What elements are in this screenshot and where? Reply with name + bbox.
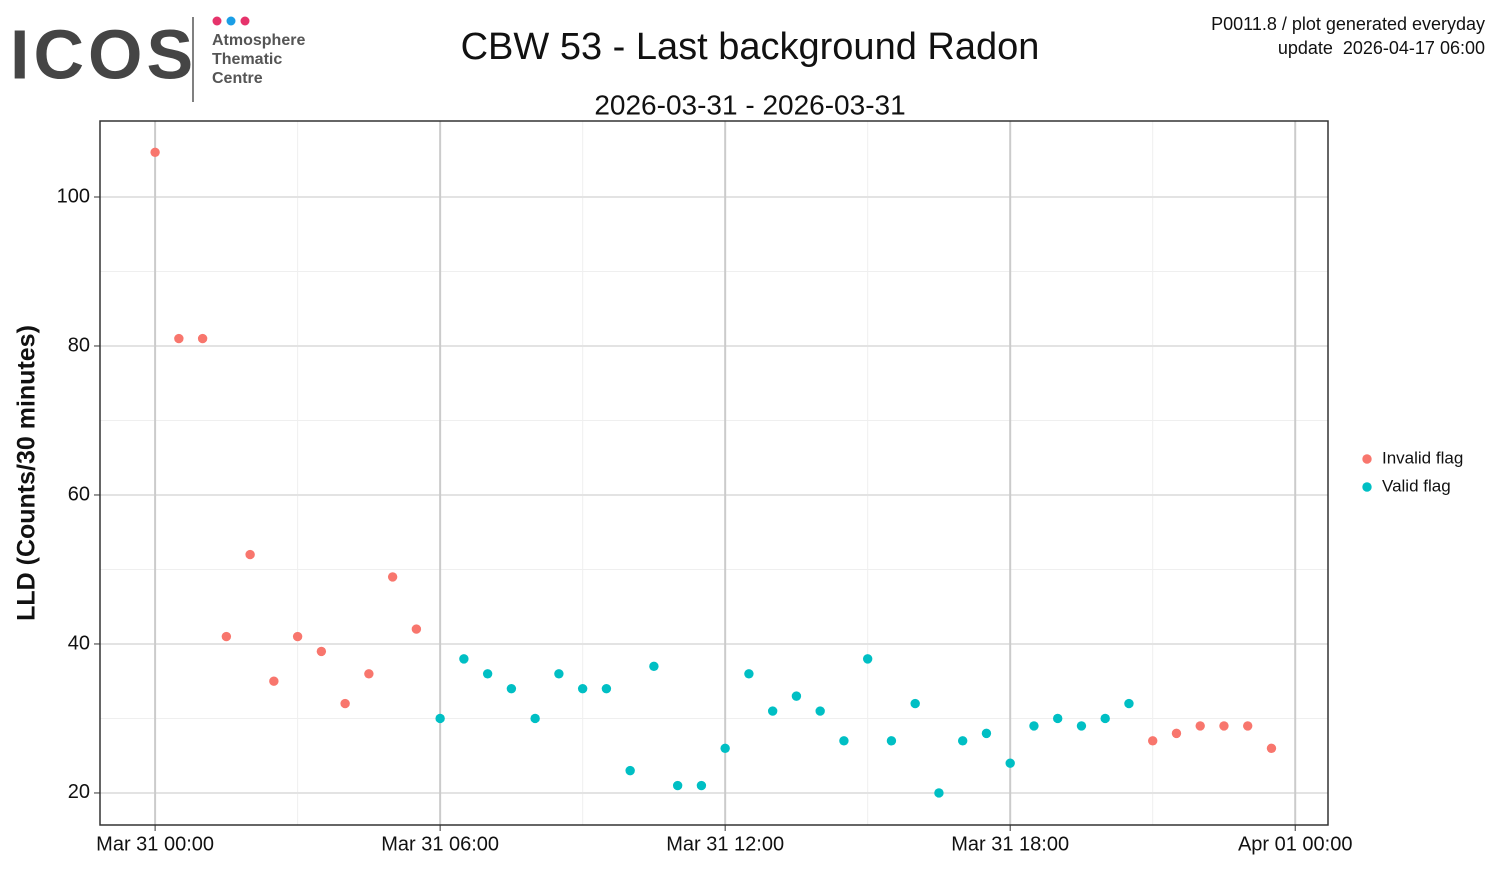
data-point [411,624,422,634]
x-tick-label: Mar 31 18:00 [951,833,1069,855]
logo-dot [212,16,222,26]
logo-text: Centre [212,70,263,87]
data-point [387,572,398,582]
logo-dot [226,16,236,26]
data-point [174,333,184,344]
x-tick-label: Mar 31 12:00 [666,833,784,855]
y-tick-label: 80 [68,334,90,356]
header-note: P0011.8 / plot generated everyday [1211,14,1485,34]
data-point [934,788,944,798]
data-point [910,698,920,709]
data-point [1029,721,1039,731]
data-point [482,669,493,679]
data-point [1076,721,1087,731]
data-point [1148,736,1158,746]
data-point [150,147,160,157]
data-point [459,654,469,664]
data-point [221,631,232,642]
data-point [197,333,208,344]
data-point [245,549,255,560]
data-point [1266,743,1277,753]
legend-swatch [1362,482,1372,492]
data-point [720,743,730,753]
y-tick-label: 100 [57,185,90,207]
x-tick-label: Apr 01 00:00 [1238,833,1353,855]
data-point [1171,728,1182,739]
data-point [981,728,992,739]
x-tick-label: Mar 31 00:00 [96,833,214,855]
data-point [649,661,659,672]
data-point [744,669,754,679]
data-point [316,646,327,657]
data-point [435,713,445,724]
logo-text: Thematic [212,51,282,68]
data-point [625,765,635,776]
y-tick-label: 60 [68,483,90,505]
data-point [340,698,350,709]
data-point [791,691,802,701]
data-point [1124,698,1134,709]
data-point [292,631,303,642]
data-point [601,683,612,694]
data-point [886,736,897,746]
chart-subtitle: 2026-03-31 - 2026-03-31 [594,89,905,120]
data-point [577,683,588,694]
data-point [554,669,564,679]
header-note: update 2026-04-17 06:00 [1278,38,1485,58]
logo-name: ICOS [10,15,197,93]
legend-label: Invalid flag [1382,448,1463,467]
data-point [1052,713,1063,724]
legend-swatch [1362,454,1372,464]
data-point [1195,721,1205,731]
data-point [1100,713,1110,724]
data-point [862,654,873,664]
x-tick-label: Mar 31 06:00 [381,833,499,855]
logo-dot [240,16,250,26]
data-point [269,676,279,686]
data-point [815,706,825,716]
data-point [530,713,540,724]
data-point [672,780,683,791]
data-point [839,736,849,746]
plot-border [99,120,1329,826]
data-point [1243,721,1253,731]
logo-text: Atmosphere [212,32,305,49]
data-point [1219,721,1229,731]
legend-label: Valid flag [1382,476,1451,495]
data-point [506,683,517,694]
data-point [1005,758,1015,768]
y-tick-label: 40 [68,632,90,654]
data-point [364,669,374,679]
chart-title: CBW 53 - Last background Radon [461,26,1040,68]
data-point [767,706,778,716]
data-point [696,780,707,791]
data-point [957,736,968,746]
y-tick-label: 20 [68,781,90,803]
y-axis-label: LLD (Counts/30 minutes) [13,325,41,621]
